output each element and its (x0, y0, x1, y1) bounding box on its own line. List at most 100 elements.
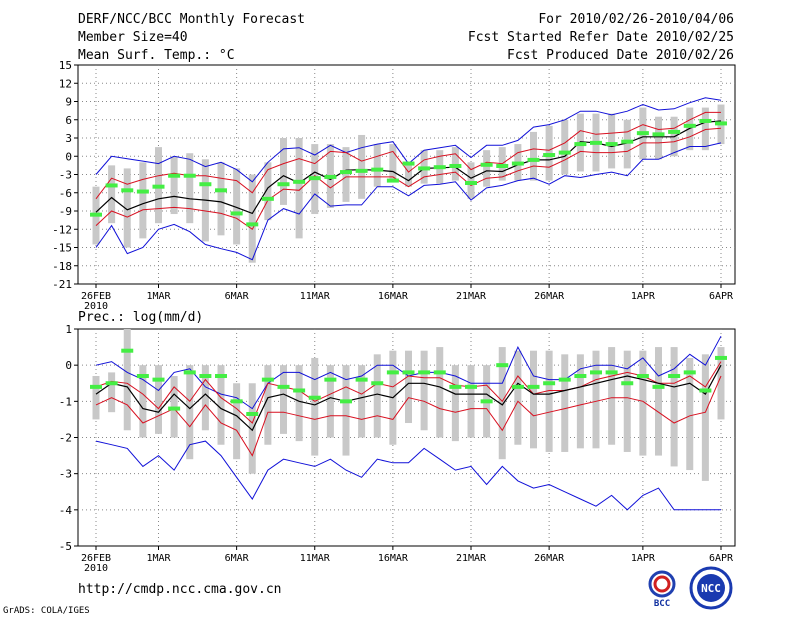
temp-green-mark (465, 181, 477, 186)
temp-green-mark (574, 142, 587, 147)
temp-green-mark (527, 157, 540, 162)
temp-green-mark (402, 161, 415, 166)
precip-ensemble-bar (405, 350, 412, 424)
temp-green-mark (183, 173, 196, 178)
precip-ensemble-bar (264, 365, 272, 445)
precip-green-mark (496, 363, 509, 368)
temp-ensemble-bar (561, 119, 569, 175)
precip-ensemble-bar (139, 365, 147, 438)
precip-ensemble-bar (92, 376, 100, 420)
precip-ensemble-bar (530, 350, 537, 449)
precip-ensemble-bar (373, 354, 381, 438)
precip-lower-line (95, 375, 722, 457)
temp-xtick-label: 21MAR (456, 291, 487, 302)
precip-green-mark (652, 384, 665, 389)
temp-green-mark (215, 188, 227, 193)
precip-panel-variable-label: Prec.: log(mm/d) (78, 310, 204, 325)
temp-ensemble-bar (530, 131, 537, 181)
temp-ensemble-bar (170, 156, 178, 215)
precip-green-mark (605, 370, 618, 375)
precip-xtick-label: 6APR (709, 553, 734, 564)
figure-title: DERF/NCC/BCC Monthly Forecast (78, 12, 305, 27)
precip-ensemble-bar (670, 347, 678, 467)
temp-green-mark (590, 140, 602, 145)
precip-ytick-label: -1 (59, 395, 72, 408)
temp-ensemble-bar (655, 116, 662, 160)
precip-xtick-label: 1APR (631, 553, 656, 564)
precip-xtick-label: 6MAR (225, 553, 250, 564)
temp-xtick-label: 6MAR (225, 291, 250, 302)
bcc-logo-text: BCC (654, 599, 670, 608)
temp-ytick-label: -3 (59, 169, 72, 182)
temp-ensemble-bar (342, 147, 350, 202)
temp-ytick-label: -21 (52, 278, 72, 291)
temp-ytick-label: -12 (52, 223, 72, 236)
temp-ensemble-bar (623, 119, 631, 169)
temp-xtick-label: 26FEB (81, 291, 111, 302)
precip-green-mark (480, 399, 493, 404)
temp-green-mark (511, 161, 524, 166)
temp-ensemble-bar (373, 144, 381, 187)
forecast-produced-label: Fcst Produced Date 2010/02/26 (507, 48, 734, 63)
temp-green-mark (230, 211, 243, 216)
temp-xtick-year-label: 2010 (84, 301, 108, 312)
precip-upper-line (95, 361, 722, 424)
precip-green-mark (136, 374, 149, 379)
temp-ensemble-bar (248, 174, 256, 263)
temp-green-mark (433, 165, 446, 170)
precip-ensemble-bar (576, 354, 584, 449)
temp-green-mark (168, 173, 181, 178)
temp-green-mark (699, 118, 712, 123)
temp-panel-variable-label: Mean Surf. Temp.: °C (78, 48, 235, 63)
precip-xtick-year-label: 2010 (84, 563, 108, 574)
temp-xtick-label: 26MAR (534, 291, 565, 302)
temp-ensemble-bar (358, 134, 366, 199)
temp-green-mark (199, 182, 212, 187)
temp-green-mark (136, 189, 149, 194)
precip-green-mark (699, 388, 712, 393)
temp-ensemble-bar (280, 138, 287, 205)
precip-green-mark (683, 370, 696, 375)
temp-green-mark (277, 182, 290, 187)
precip-ensemble-bar (592, 350, 600, 449)
precip-ensemble-bar (514, 350, 522, 445)
precip-green-mark (293, 388, 306, 393)
temp-green-mark (621, 139, 634, 144)
precip-green-mark (121, 348, 134, 353)
precip-ensemble-bar (545, 350, 553, 452)
temp-green-mark (683, 123, 696, 128)
forecast-started-label: Fcst Started Refer Date 2010/02/25 (467, 30, 734, 45)
temp-green-mark (308, 176, 321, 181)
precip-green-mark (668, 374, 681, 379)
temp-ensemble-bar (295, 138, 303, 239)
precip-ensemble-bar (233, 383, 241, 460)
precip-ensemble-bar (717, 347, 725, 420)
temp-ytick-label: 0 (65, 150, 72, 163)
temp-green-mark (636, 131, 649, 136)
precip-xtick-label: 1MAR (146, 553, 171, 564)
precip-ensemble-bar (295, 365, 303, 442)
precip-green-mark (511, 384, 524, 389)
precip-xtick-label: 26FEB (81, 553, 111, 564)
precip-ensemble-bar (686, 357, 694, 471)
precip-green-mark (168, 406, 181, 411)
ncc-logo-text: NCC (701, 582, 721, 595)
temp-green-mark (558, 150, 571, 155)
temp-ensemble-bar (451, 147, 459, 181)
precip-ensemble-bar (326, 365, 334, 438)
temp-ensemble-bar (701, 107, 709, 151)
precip-ensemble-bar (498, 347, 506, 460)
source-url[interactable]: http://cmdp.ncc.cma.gov.cn (78, 582, 282, 597)
precip-ensemble-bar (123, 329, 131, 431)
temp-green-mark (371, 167, 384, 172)
precip-ensemble-bar (358, 365, 366, 438)
temp-xtick-label: 1MAR (146, 291, 171, 302)
precip-green-mark (355, 377, 368, 382)
temp-green-mark (668, 129, 681, 134)
precip-green-mark (590, 370, 602, 375)
precip-ensemble-bar (436, 347, 444, 438)
member-size-label: Member Size=40 (78, 30, 188, 45)
precip-ensemble-bar (420, 350, 428, 431)
